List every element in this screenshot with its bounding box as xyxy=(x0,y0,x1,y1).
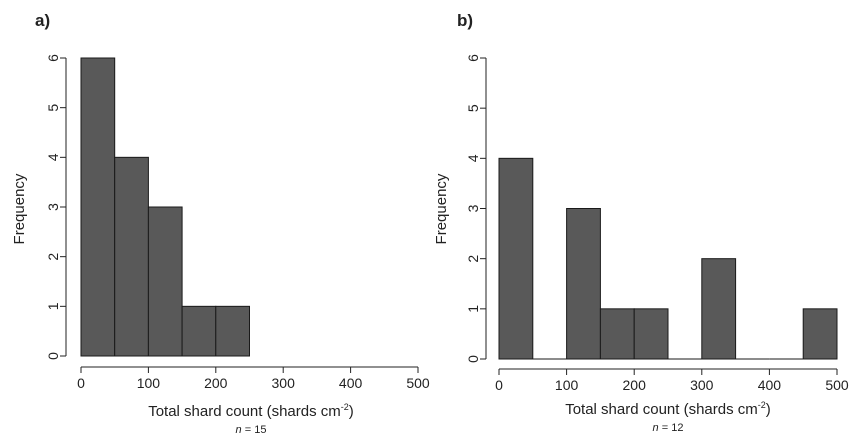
y-tick-label-a-3: 3 xyxy=(45,203,61,211)
y-axis-title-b: Frequency xyxy=(433,173,450,244)
panel-a: a) 0 100 200 300 400 500 0 1 2 3 4 5 6 Frequency To… xyxy=(11,11,430,435)
y-tick-label-a-5: 5 xyxy=(45,104,61,112)
x-tick-label-b-2: 200 xyxy=(623,377,647,393)
histogram-bar-a-2 xyxy=(147,206,183,357)
x-axis-title-a: Total shard count (shards cm-2) xyxy=(148,402,354,420)
y-tick-label-a-0: 0 xyxy=(45,352,61,360)
x-tick-label-a-0: 0 xyxy=(77,375,85,391)
histogram-bar-a-3 xyxy=(181,305,217,357)
x-axis-title-text-b: Total shard count (shards cm xyxy=(565,401,758,418)
histogram-bar-b-0 xyxy=(498,157,534,360)
x-tick-label-b-1: 100 xyxy=(555,377,579,393)
x-tick-label-a-4: 400 xyxy=(339,375,363,391)
histogram-bars-a xyxy=(80,57,251,357)
x-tick-label-a-1: 100 xyxy=(137,375,161,391)
x-ticks-a: 0 100 200 300 400 500 xyxy=(77,367,430,391)
sample-size-a: n = 15 xyxy=(236,424,267,435)
x-axis-title-sup-a: -2 xyxy=(341,402,349,412)
sample-size-prefix-b: n xyxy=(653,422,659,434)
panel-label-a: a) xyxy=(35,11,50,30)
y-tick-label-b-1: 1 xyxy=(465,305,481,313)
histogram-bar-b-4 xyxy=(633,308,669,360)
histogram-bar-b-6 xyxy=(701,258,737,360)
x-tick-label-a-3: 300 xyxy=(272,375,296,391)
histogram-bars-b xyxy=(498,157,838,360)
y-axis-title-a: Frequency xyxy=(11,173,28,244)
y-ticks-b: 0 1 2 3 4 5 6 xyxy=(465,54,486,363)
x-axis-title-tail-b: ) xyxy=(766,401,771,418)
x-tick-label-b-4: 400 xyxy=(758,377,782,393)
x-axis-title-text-a: Total shard count (shards cm xyxy=(148,403,341,420)
x-ticks-b: 0 100 200 300 400 500 xyxy=(495,369,849,393)
x-axis-title-b: Total shard count (shards cm-2) xyxy=(565,400,771,418)
histogram-bar-b-3 xyxy=(599,308,635,360)
x-tick-label-a-5: 500 xyxy=(406,375,430,391)
y-tick-label-b-6: 6 xyxy=(465,54,481,62)
y-tick-label-b-5: 5 xyxy=(465,104,481,112)
x-tick-label-b-0: 0 xyxy=(495,377,503,393)
y-ticks-a: 0 1 2 3 4 5 6 xyxy=(45,54,66,360)
panel-b: b) 0 100 200 300 400 500 0 1 2 3 4 5 6 Frequency To… xyxy=(433,11,849,434)
y-tick-label-a-1: 1 xyxy=(45,302,61,310)
y-tick-label-b-0: 0 xyxy=(465,355,481,363)
y-tick-label-a-4: 4 xyxy=(45,153,61,161)
sample-size-value-a: = 15 xyxy=(242,424,267,435)
histogram-bar-b-2 xyxy=(566,208,601,360)
x-tick-label-b-3: 300 xyxy=(690,377,714,393)
panel-label-b: b) xyxy=(457,11,473,30)
y-tick-label-b-4: 4 xyxy=(465,154,481,162)
histogram-bar-b-9 xyxy=(802,308,838,360)
y-tick-label-b-2: 2 xyxy=(465,255,481,263)
histogram-bar-a-4 xyxy=(215,305,251,357)
x-axis-title-sup-b: -2 xyxy=(758,400,766,410)
y-tick-label-b-3: 3 xyxy=(465,204,481,212)
y-tick-label-a-6: 6 xyxy=(45,54,61,62)
sample-size-b: n = 12 xyxy=(653,422,684,434)
histogram-bar-a-0 xyxy=(80,57,116,357)
x-axis-title-tail-a: ) xyxy=(349,403,354,420)
sample-size-prefix-a: n xyxy=(236,424,242,435)
x-tick-label-b-5: 500 xyxy=(825,377,849,393)
sample-size-value-b: = 12 xyxy=(659,422,684,434)
y-tick-label-a-2: 2 xyxy=(45,253,61,261)
histogram-bar-a-1 xyxy=(114,156,149,357)
x-tick-label-a-2: 200 xyxy=(204,375,228,391)
